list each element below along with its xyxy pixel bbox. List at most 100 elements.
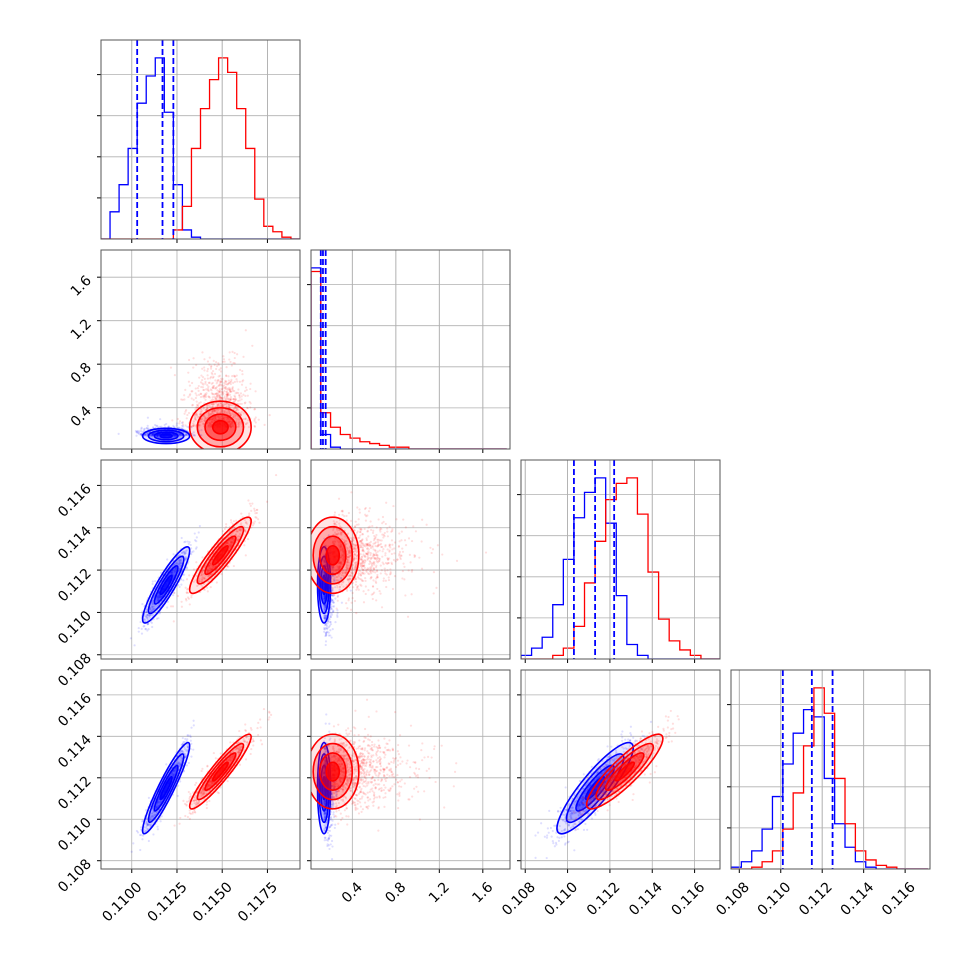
red-sample-point bbox=[229, 425, 232, 428]
red-sample-point bbox=[342, 554, 345, 557]
red-sample-point bbox=[230, 364, 233, 367]
red-sample-point bbox=[361, 542, 364, 545]
red-sample-point bbox=[217, 408, 220, 411]
red-sample-point bbox=[212, 419, 215, 422]
blue-sample-point bbox=[323, 617, 327, 621]
red-sample-point bbox=[364, 592, 367, 596]
red-sample-point bbox=[356, 555, 359, 558]
red-sample-point bbox=[240, 402, 243, 406]
red-contour bbox=[188, 516, 252, 595]
red-sample-point bbox=[389, 572, 392, 575]
red-sample-point bbox=[206, 407, 209, 410]
blue-sample-point bbox=[323, 560, 326, 563]
red-sample-point bbox=[355, 565, 358, 568]
red-sample-point bbox=[436, 544, 439, 547]
blue-sample-point bbox=[151, 433, 154, 436]
red-sample-point bbox=[340, 533, 343, 537]
red-sample-point bbox=[243, 519, 247, 522]
red-sample-point bbox=[367, 543, 370, 547]
red-sample-point bbox=[227, 406, 231, 409]
red-sample-point bbox=[222, 355, 225, 358]
blue-sample-point bbox=[149, 614, 152, 617]
blue-sample-point bbox=[324, 614, 327, 617]
blue-sample-point bbox=[325, 634, 328, 637]
red-sample-point bbox=[192, 424, 195, 428]
blue-sample-point bbox=[151, 609, 154, 612]
red-sample-point bbox=[370, 563, 374, 566]
red-sample-point bbox=[258, 521, 261, 524]
red-sample-point bbox=[386, 548, 389, 551]
blue-sample-point bbox=[170, 571, 173, 574]
blue-sample-point bbox=[324, 622, 328, 625]
panel-frame bbox=[730, 669, 931, 870]
red-sample-point bbox=[410, 593, 413, 596]
red-sample-point bbox=[196, 584, 199, 587]
blue-sample-point bbox=[178, 434, 182, 437]
red-sample-point bbox=[225, 374, 228, 377]
red-sample-point bbox=[391, 528, 394, 531]
red-sample-point bbox=[350, 540, 354, 543]
blue-sample-point bbox=[178, 564, 181, 568]
red-sample-point bbox=[338, 541, 341, 544]
blue-sample-point bbox=[329, 629, 332, 632]
red-sample-point bbox=[235, 391, 238, 394]
red-sample-point bbox=[371, 544, 374, 548]
red-sample-point bbox=[366, 567, 369, 570]
red-sample-point bbox=[373, 562, 376, 565]
red-sample-point bbox=[203, 396, 206, 399]
red-sample-point bbox=[340, 556, 343, 559]
red-sample-point bbox=[231, 537, 234, 540]
red-sample-point bbox=[361, 568, 364, 571]
red-sample-point bbox=[420, 567, 424, 570]
blue-histogram-step bbox=[521, 477, 720, 659]
red-sample-point bbox=[236, 539, 239, 542]
red-sample-point bbox=[349, 551, 352, 555]
blue-sample-point bbox=[190, 551, 194, 554]
red-sample-point bbox=[215, 408, 218, 411]
red-sample-point bbox=[211, 373, 214, 376]
blue-sample-point bbox=[333, 579, 336, 582]
red-sample-point bbox=[248, 512, 251, 515]
red-sample-point bbox=[342, 559, 345, 562]
blue-sample-point bbox=[159, 596, 162, 599]
blue-sample-point bbox=[150, 610, 153, 613]
red-sample-point bbox=[224, 415, 228, 418]
red-sample-point bbox=[221, 385, 224, 388]
blue-sample-point bbox=[324, 606, 327, 609]
blue-sample-point bbox=[184, 550, 188, 553]
red-sample-point bbox=[193, 418, 197, 421]
red-sample-point bbox=[220, 393, 223, 396]
red-sample-point bbox=[208, 381, 211, 384]
red-sample-point bbox=[192, 366, 195, 369]
red-sample-point bbox=[372, 529, 375, 532]
red-sample-point bbox=[252, 522, 256, 525]
blue-sample-point bbox=[170, 572, 173, 575]
blue-sample-point bbox=[156, 434, 159, 438]
red-sample-point bbox=[229, 534, 232, 537]
red-sample-point bbox=[345, 567, 349, 570]
red-sample-point bbox=[239, 529, 242, 532]
red-sample-point bbox=[353, 568, 357, 571]
blue-sample-point bbox=[156, 598, 160, 602]
red-sample-point bbox=[211, 417, 214, 420]
y-tick-label: 1.2 bbox=[68, 316, 95, 343]
red-sample-point bbox=[229, 360, 232, 364]
red-sample-point bbox=[360, 555, 363, 559]
blue-sample-point bbox=[324, 643, 327, 647]
blue-contour bbox=[318, 555, 330, 615]
red-sample-point bbox=[205, 392, 208, 395]
red-sample-point bbox=[359, 563, 362, 566]
red-sample-point bbox=[366, 557, 369, 560]
red-sample-point bbox=[253, 520, 256, 523]
panel-frame bbox=[100, 39, 301, 240]
red-sample-point bbox=[200, 385, 203, 389]
red-sample-point bbox=[218, 374, 222, 377]
red-sample-point bbox=[221, 396, 224, 399]
red-sample-point bbox=[220, 388, 224, 391]
red-sample-point bbox=[402, 518, 405, 521]
red-sample-point bbox=[370, 593, 373, 596]
blue-sample-point bbox=[330, 565, 333, 568]
red-sample-point bbox=[220, 404, 223, 408]
blue-sample-point bbox=[172, 573, 175, 576]
red-sample-point bbox=[227, 406, 231, 409]
